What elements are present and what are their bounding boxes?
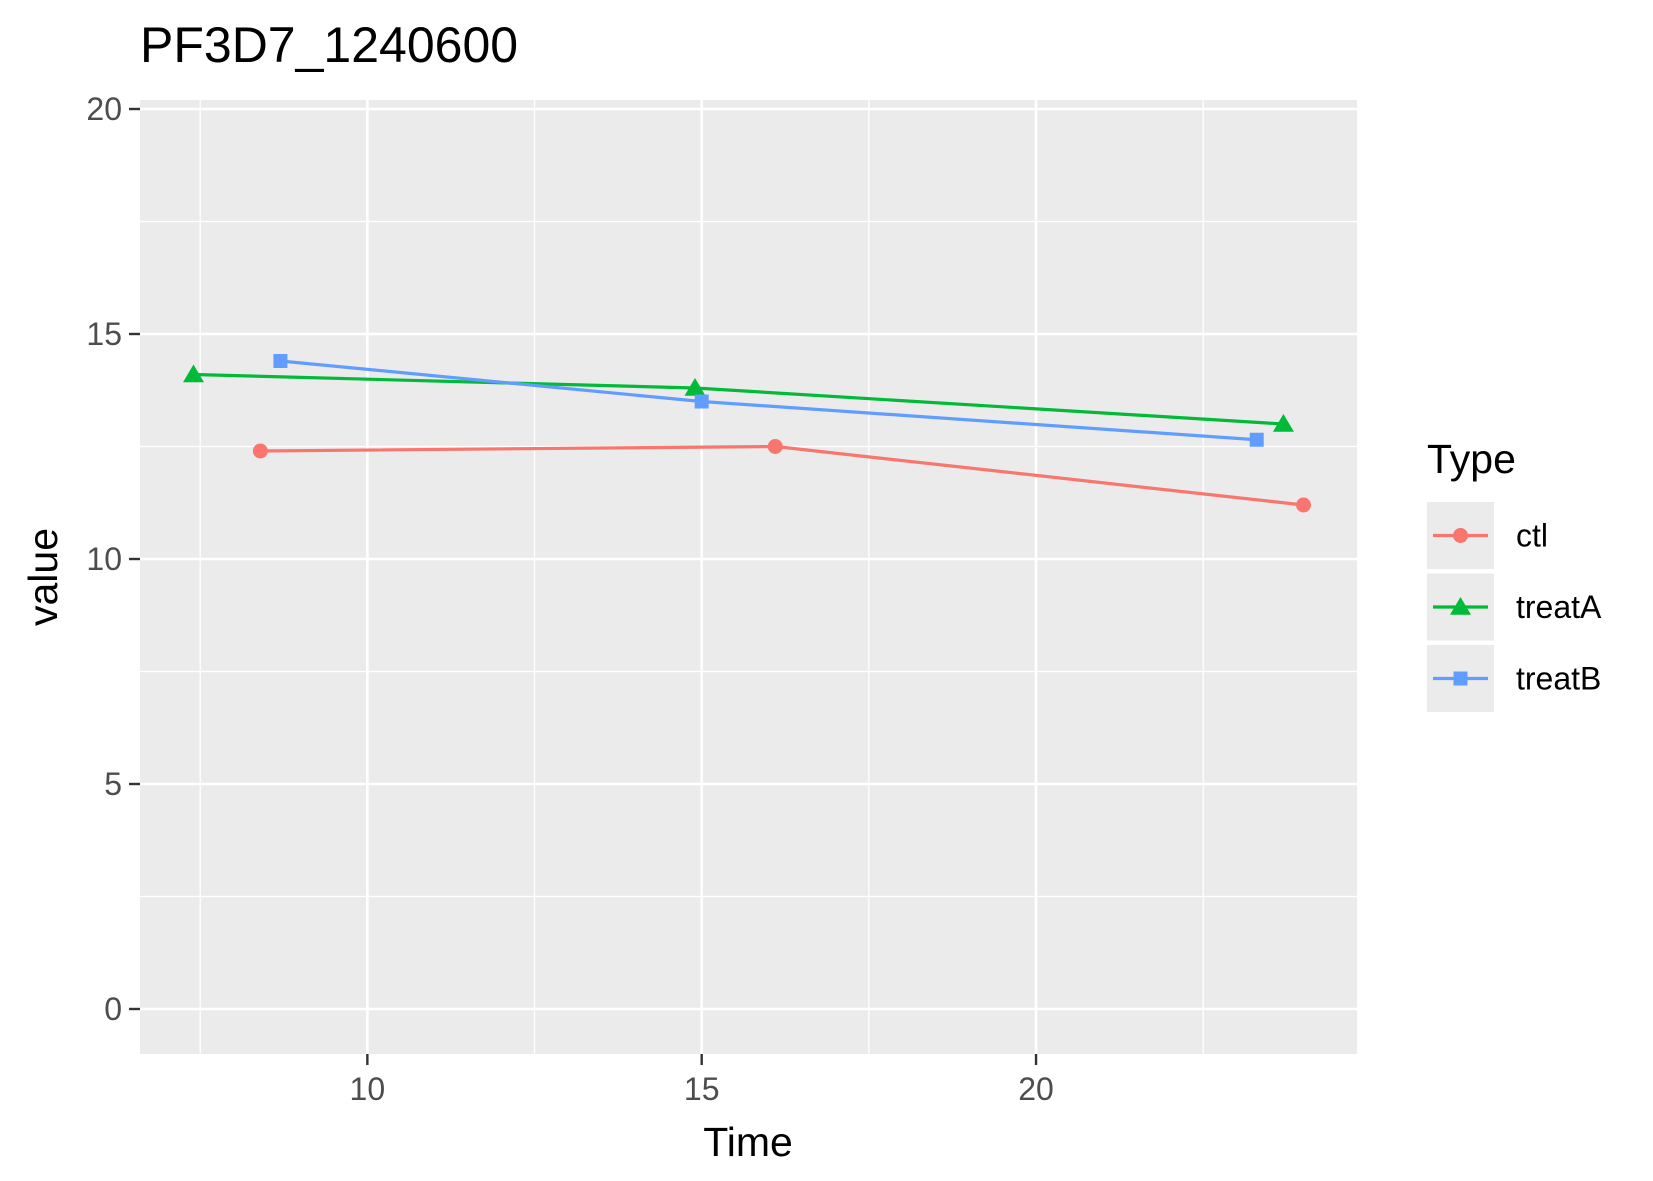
legend-label-ctl: ctl (1516, 518, 1548, 554)
series-ctl (252, 439, 1312, 513)
x-axis-title: Time (703, 1119, 793, 1165)
y-tick-label: 10 (86, 541, 122, 577)
x-tick-label: 15 (684, 1071, 720, 1107)
x-tick-label: 20 (1018, 1071, 1054, 1107)
legend: Type ctl treatA treatB (1427, 436, 1602, 712)
series-treatA (182, 364, 1294, 432)
chart-title: PF3D7_1240600 (140, 17, 518, 73)
legend-label-treatB: treatB (1516, 661, 1601, 697)
legend-item-treatA: treatA (1427, 573, 1602, 641)
x-tick-label: 10 (350, 1071, 386, 1107)
data-point-treatA (1272, 414, 1294, 432)
y-tick-label: 0 (104, 991, 122, 1027)
legend-key-marker (1453, 671, 1468, 686)
series-treatB (273, 354, 1264, 447)
legend-label-treatA: treatA (1516, 589, 1602, 625)
y-tick-label: 5 (104, 766, 122, 802)
x-axis: 10 15 20 (350, 1054, 1054, 1107)
data-point-ctl (767, 439, 783, 454)
data-point-treatA (182, 364, 204, 383)
data-point-treatB (1249, 432, 1264, 447)
legend-item-ctl: ctl (1427, 502, 1548, 569)
legend-item-treatB: treatB (1427, 645, 1601, 712)
data-point-treatA (684, 378, 706, 396)
y-tick-label: 20 (86, 91, 122, 127)
y-tick-label: 15 (86, 316, 122, 352)
legend-title: Type (1427, 436, 1516, 482)
series-layer (182, 354, 1312, 513)
data-point-ctl (1296, 497, 1312, 513)
y-axis-title: value (20, 528, 66, 626)
legend-key-marker (1453, 528, 1468, 543)
data-point-treatB (694, 394, 709, 409)
data-point-treatB (273, 354, 288, 368)
y-axis: 0 5 10 15 20 (86, 91, 140, 1027)
data-point-ctl (252, 443, 268, 459)
plot-panel (140, 100, 1357, 1054)
legend-key-marker (1450, 597, 1471, 615)
major-gridlines (140, 100, 1357, 1054)
